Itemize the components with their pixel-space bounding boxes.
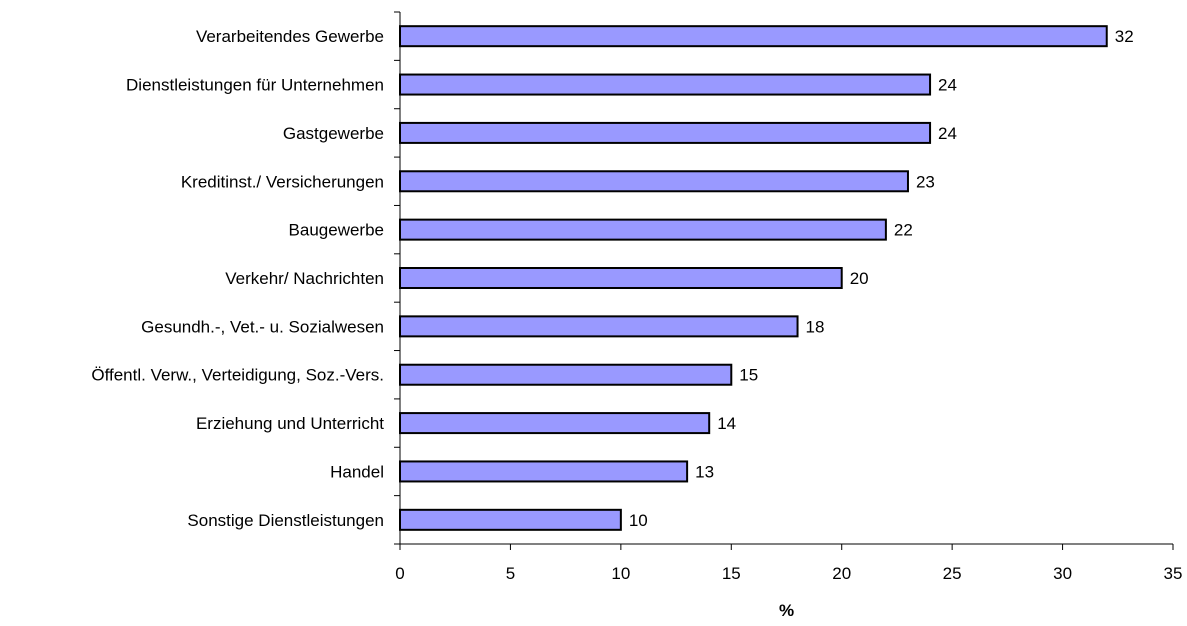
- bar-3: [399, 170, 909, 193]
- axes-layer: [394, 11, 1174, 550]
- bar-4: [399, 218, 887, 241]
- data-label-7: 15: [739, 366, 758, 385]
- bar-5: [399, 267, 843, 289]
- value-tick-label-1: 5: [506, 564, 515, 583]
- value-tick-label-6: 30: [1053, 564, 1072, 583]
- value-tick-label-7: 35: [1164, 564, 1183, 583]
- data-label-0: 32: [1115, 27, 1134, 46]
- bar-8: [399, 412, 711, 435]
- bar-7: [399, 363, 733, 386]
- data-label-10: 10: [629, 511, 648, 530]
- data-label-4: 22: [894, 221, 913, 240]
- value-tick-label-5: 25: [943, 564, 962, 583]
- category-label-4: Baugewerbe: [289, 221, 384, 240]
- value-tick-label-4: 20: [832, 564, 851, 583]
- data-label-6: 18: [806, 317, 825, 336]
- labels-layer: Verarbeitendes Gewerbe 32 Dienstleistungen…: [91, 27, 1182, 583]
- data-label-2: 24: [938, 124, 957, 143]
- category-label-6: Gesundh.-, Vet.- u. Sozialwesen: [141, 317, 384, 336]
- bar-2: [399, 121, 932, 144]
- bar-0: [399, 25, 1108, 48]
- category-label-7: Öffentl. Verw., Verteidigung, Soz.-Vers.: [91, 366, 384, 385]
- category-label-5: Verkehr/ Nachrichten: [225, 269, 384, 288]
- category-label-10: Sonstige Dienstleistungen: [187, 511, 384, 530]
- value-tick-label-3: 15: [722, 564, 741, 583]
- bar-6: [399, 315, 799, 338]
- category-label-9: Handel: [330, 462, 384, 481]
- category-label-0: Verarbeitendes Gewerbe: [196, 27, 384, 46]
- value-tick-label-0: 0: [395, 564, 404, 583]
- category-label-2: Gastgewerbe: [283, 124, 384, 143]
- data-label-1: 24: [938, 76, 957, 95]
- value-tick-label-2: 10: [611, 564, 630, 583]
- bar-9: [399, 460, 689, 483]
- data-label-9: 13: [695, 462, 714, 481]
- category-label-1: Dienstleistungen für Unternehmen: [126, 76, 384, 95]
- data-label-3: 23: [916, 172, 935, 191]
- bar-1: [399, 73, 932, 96]
- bar-10: [399, 508, 622, 531]
- x-axis-title: %: [779, 601, 794, 620]
- category-label-3: Kreditinst./ Versicherungen: [181, 172, 384, 191]
- data-label-8: 14: [717, 414, 736, 433]
- bars-layer: [399, 25, 1108, 531]
- data-label-5: 20: [850, 269, 869, 288]
- category-label-8: Erziehung und Unterricht: [196, 414, 384, 433]
